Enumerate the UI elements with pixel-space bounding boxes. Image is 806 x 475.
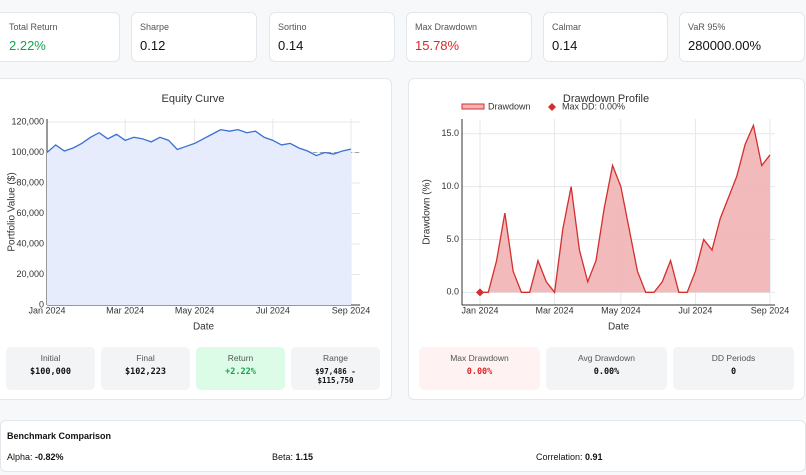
benchmark-panel: Benchmark Comparison Alpha: -0.82% Beta:…: [0, 420, 806, 472]
legend-swatch: [461, 103, 485, 110]
stat-label: Max Drawdown: [450, 353, 509, 363]
metric-value: 2.22%: [9, 38, 46, 53]
x-tick-label: Jul 2024: [256, 305, 290, 315]
y-tick-label: 80,000: [16, 177, 44, 187]
metric-value: 280000.00%: [688, 38, 762, 53]
legend-swatch: [548, 103, 556, 111]
x-tick-label: Jan 2024: [28, 305, 65, 315]
x-tick-label: Mar 2024: [106, 305, 144, 315]
stat-box: DD Periods 0: [673, 347, 794, 390]
metric-value: 0.14: [278, 38, 304, 53]
legend-label: Max DD: 0.00%: [562, 101, 625, 111]
benchmark-value: -0.82%: [35, 452, 64, 462]
metric-label: Calmar: [552, 22, 582, 32]
x-tick-label: Sep 2024: [751, 305, 790, 315]
y-tick-label: 120,000: [11, 116, 44, 126]
metric-card: Sortino 0.14: [269, 12, 395, 62]
stat-value: 0.00%: [466, 367, 493, 377]
y-tick-label: 40,000: [16, 238, 44, 248]
metric-label: VaR 95%: [688, 22, 726, 32]
stat-label: Range: [322, 353, 349, 363]
stat-label: Final: [136, 353, 155, 363]
stat-value: +2.22%: [225, 367, 256, 377]
y-tick-label: 60,000: [16, 208, 44, 218]
metric-value: 0.14: [552, 38, 578, 53]
chart-title: Drawdown Profile: [563, 93, 649, 105]
benchmark-label: Beta:: [272, 452, 294, 462]
line: [480, 123, 771, 294]
x-tick-label: May 2024: [601, 305, 641, 315]
benchmark-label: Alpha:: [7, 452, 33, 462]
x-axis-label: Date: [193, 322, 215, 333]
stat-value: $100,000: [30, 367, 71, 377]
area: [47, 129, 351, 305]
metric-label: Sharpe: [140, 22, 170, 32]
y-tick-label: 10.0: [441, 181, 459, 191]
x-axis-label: Date: [608, 322, 630, 333]
stat-value: 0: [730, 367, 737, 377]
y-tick-label: 5.0: [446, 234, 459, 244]
y-tick-label: 100,000: [11, 147, 44, 157]
stat-value: 0.00%: [593, 367, 620, 377]
benchmark-title: Benchmark Comparison: [7, 431, 112, 441]
metric-card: Sharpe 0.12: [131, 12, 257, 62]
benchmark-value: 0.91: [585, 452, 603, 462]
benchmark-value: 1.15: [295, 452, 314, 462]
legend-label: Drawdown: [488, 101, 531, 111]
stat-value: $102,223: [125, 367, 166, 377]
metric-card: VaR 95% 280000.00%: [679, 12, 805, 62]
metric-card: Calmar 0.14: [543, 12, 668, 62]
stat-label: DD Periods: [711, 353, 756, 363]
x-tick-label: Mar 2024: [536, 305, 574, 315]
max-dd-marker: [476, 288, 484, 297]
metric-label: Sortino: [278, 22, 307, 32]
stat-label: Avg Drawdown: [577, 353, 635, 363]
chart-title: Equity Curve: [162, 93, 225, 105]
metric-card: Total Return 2.22%: [0, 12, 120, 62]
x-tick-label: Jul 2024: [678, 305, 712, 315]
stat-box: Return +2.22%: [196, 347, 285, 390]
stat-box: Avg Drawdown 0.00%: [546, 347, 667, 390]
y-tick-label: 0: [39, 299, 44, 309]
y-axis-label: Portfolio Value ($): [7, 172, 18, 251]
stat-box: Initial $100,000: [6, 347, 95, 390]
stat-box: Max Drawdown 0.00%: [419, 347, 540, 390]
benchmark-row: Alpha: -0.82% Beta: 1.15 Correlation: 0.…: [7, 452, 799, 464]
x-tick-label: Sep 2024: [332, 305, 371, 315]
metric-card: Max Drawdown 15.78%: [406, 12, 532, 62]
stat-value: $97,486 - $115,750: [315, 367, 356, 385]
line: [46, 128, 352, 157]
metric-label: Total Return: [9, 22, 58, 32]
metric-value: 0.12: [140, 38, 166, 53]
stat-label: Return: [227, 353, 254, 363]
metric-label: Max Drawdown: [415, 22, 478, 32]
y-tick-label: 15.0: [441, 128, 459, 138]
metric-value: 15.78%: [415, 38, 460, 53]
y-tick-label: 0.0: [446, 287, 459, 297]
x-tick-label: Jan 2024: [461, 305, 498, 315]
stat-label: Initial: [40, 353, 61, 363]
stat-box: Range $97,486 - $115,750: [291, 347, 380, 390]
benchmark-label: Correlation:: [536, 452, 583, 462]
stat-box: Final $102,223: [101, 347, 190, 390]
y-axis-label: Drawdown (%): [422, 179, 433, 245]
x-tick-label: May 2024: [175, 305, 215, 315]
y-tick-label: 20,000: [16, 269, 44, 279]
